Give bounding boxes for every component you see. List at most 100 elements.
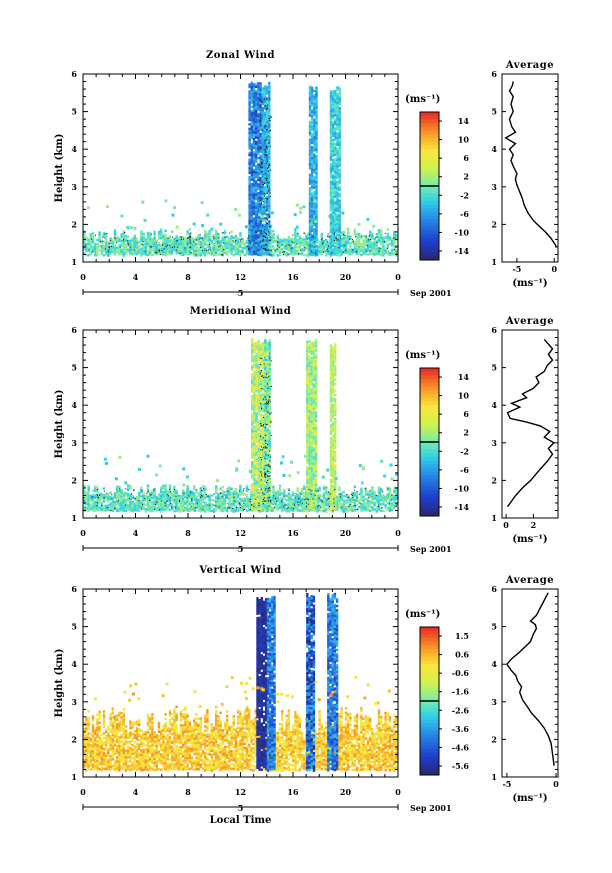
heatmap-cell: [257, 227, 260, 230]
heatmap-cell: [331, 134, 335, 137]
heatmap-cell: [179, 245, 183, 248]
heatmap-cell: [268, 429, 271, 432]
heatmap-cell: [248, 143, 251, 146]
heatmap-cell: [111, 505, 114, 508]
heatmap-cell: [232, 490, 235, 494]
heatmap-cell: [338, 195, 341, 198]
heatmap-cell: [111, 507, 114, 510]
contour-dot: [260, 166, 262, 168]
heatmap-cell: [259, 438, 263, 441]
heatmap-cell: [305, 247, 308, 250]
heatmap-cell: [215, 500, 218, 504]
contour-dot: [263, 240, 265, 242]
heatmap-cell: [266, 420, 269, 423]
heatmap-cell: [287, 492, 290, 495]
heatmap-cell: [87, 240, 90, 244]
heatmap-cell: [255, 504, 258, 507]
heatmap-cell: [325, 238, 328, 242]
contour-dot: [175, 249, 177, 251]
heatmap-cell: [255, 235, 258, 238]
heatmap-cell: [266, 391, 269, 395]
heatmap-cell: [251, 494, 254, 497]
heatmap-cell: [272, 485, 275, 489]
heatmap-cell: [83, 508, 86, 512]
heatmap-cell: [310, 97, 314, 101]
heatmap-cell: [306, 494, 309, 498]
heatmap-cell: [250, 185, 253, 188]
heatmap-cell: [268, 233, 271, 236]
heatmap-cell: [257, 97, 260, 100]
heatmap-cell: [382, 249, 385, 253]
heatmap-cell: [259, 462, 263, 465]
heatmap-cell: [257, 187, 260, 190]
heatmap-cell: [234, 498, 238, 502]
heatmap-cell: [253, 441, 256, 444]
heatmap-cell: [255, 191, 258, 194]
contour-dot: [127, 244, 129, 246]
heatmap-cell: [294, 241, 297, 244]
heatmap-cell: [251, 476, 254, 479]
heatmap-cell: [252, 89, 256, 92]
heatmap-cell: [251, 397, 254, 400]
heatmap-cell: [331, 167, 335, 170]
heatmap-cell: [289, 502, 293, 506]
heatmap-cell: [278, 245, 282, 248]
heatmap-cell: [197, 503, 200, 506]
heatmap-cell: [171, 252, 174, 255]
heatmap-cell: [122, 230, 125, 233]
heatmap-cell: [252, 241, 256, 244]
heatmap-cell: [308, 92, 312, 95]
contour-dot: [267, 166, 269, 168]
heatmap-cell: [182, 498, 185, 501]
heatmap-cell: [250, 246, 253, 250]
heatmap-cell: [251, 441, 254, 444]
heatmap-cell: [334, 171, 337, 174]
heatmap-cell: [266, 358, 269, 362]
heatmap-cell: [164, 242, 167, 246]
heatmap-cell: [131, 501, 134, 504]
contour-dot: [259, 120, 261, 122]
heatmap-cell: [251, 450, 254, 453]
heatmap-cell: [307, 234, 310, 237]
heatmap-cell: [268, 365, 271, 369]
heatmap-cell: [255, 142, 258, 146]
heatmap-cell: [369, 237, 372, 240]
heatmap-cell: [263, 115, 267, 119]
heatmap-cell: [204, 486, 207, 489]
heatmap-cell: [253, 419, 256, 422]
heatmap-cell: [261, 126, 264, 130]
heatmap-cell: [252, 177, 256, 180]
heatmap-cell: [255, 114, 258, 117]
contour-dot: [265, 129, 267, 130]
heatmap-cell: [327, 495, 330, 498]
heatmap-cell: [118, 237, 121, 240]
heatmap-cell: [268, 414, 271, 417]
heatmap-cell: [259, 190, 262, 193]
heatmap-cell: [263, 186, 267, 189]
heatmap-cell: [251, 428, 254, 431]
heatmap-cell: [276, 508, 279, 511]
heatmap-cell: [257, 498, 260, 501]
heatmap-cell: [371, 488, 374, 492]
heatmap-cell: [308, 403, 311, 407]
heatmap-cell: [261, 89, 264, 92]
heatmap-cell: [306, 365, 309, 368]
heatmap-cell: [111, 509, 114, 513]
heatmap-cell: [131, 496, 134, 500]
heatmap-cell: [204, 236, 207, 239]
contour-dot: [176, 247, 178, 249]
heatmap-cell: [250, 156, 253, 159]
heatmap-cell: [331, 231, 335, 234]
heatmap-cell: [320, 244, 323, 247]
heatmap-cell: [263, 243, 267, 246]
heatmap-cell: [270, 506, 273, 509]
heatmap-cell: [182, 506, 185, 510]
heatmap-cell: [268, 374, 271, 377]
heatmap-cell: [342, 237, 345, 240]
heatmap-cell: [197, 492, 200, 495]
heatmap-cell: [83, 495, 86, 498]
heatmap-cell: [294, 230, 297, 233]
heatmap-cell: [278, 506, 282, 509]
contour-dot: [263, 245, 265, 247]
heatmap-cell: [257, 355, 260, 358]
